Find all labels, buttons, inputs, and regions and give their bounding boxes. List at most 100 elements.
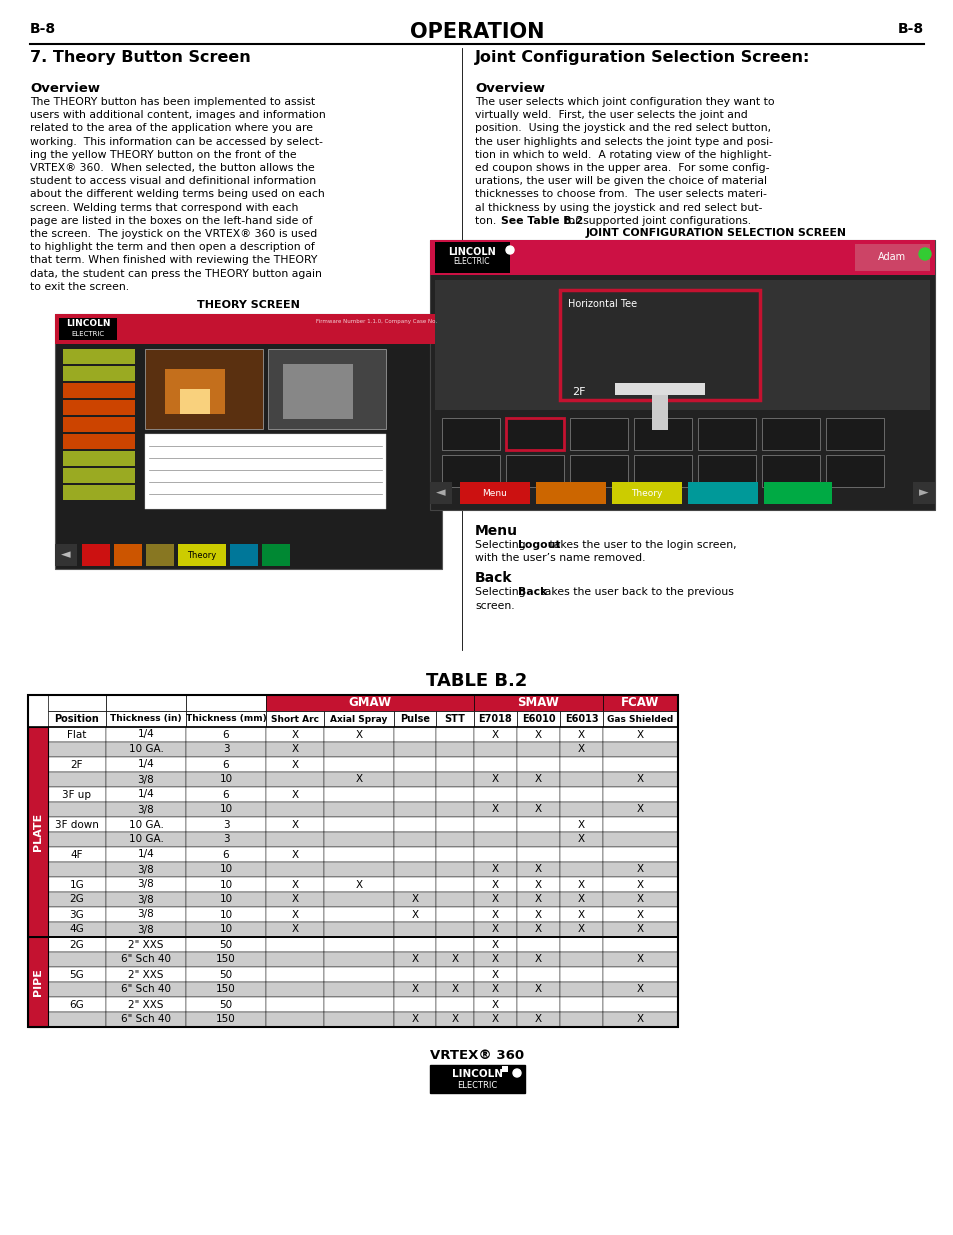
Bar [165, 369, 225, 414]
Bar [517, 923, 559, 937]
Text: 6G: 6G [70, 999, 84, 1009]
Bar [517, 832, 559, 847]
Text: 10: 10 [219, 864, 233, 874]
Bar [394, 1011, 436, 1028]
Bar [517, 952, 559, 967]
Text: screen.: screen. [475, 600, 514, 610]
Bar [48, 742, 106, 757]
Bar [436, 892, 474, 906]
Bar [230, 543, 257, 566]
Text: 2F: 2F [572, 387, 585, 396]
Text: Theory: Theory [187, 551, 216, 559]
Text: ELECTRIC: ELECTRIC [71, 331, 105, 337]
Text: 150: 150 [216, 984, 235, 994]
Bar [48, 892, 106, 906]
Text: to highlight the term and then open a description of: to highlight the term and then open a de… [30, 242, 314, 252]
Text: The THEORY button has been implemented to assist: The THEORY button has been implemented t… [30, 98, 314, 107]
Text: 3/8: 3/8 [137, 774, 154, 784]
Text: X: X [492, 774, 498, 784]
Bar [602, 818, 678, 832]
Bar [602, 967, 678, 982]
Bar [186, 787, 266, 802]
Bar [394, 967, 436, 982]
Bar [186, 862, 266, 877]
Bar [394, 877, 436, 892]
Text: X: X [411, 955, 418, 965]
Text: 4G: 4G [70, 925, 84, 935]
Text: X: X [578, 894, 584, 904]
Bar [106, 923, 186, 937]
Bar [106, 892, 186, 906]
Bar [394, 997, 436, 1011]
Bar [394, 862, 436, 877]
Text: 2" XXS: 2" XXS [128, 940, 164, 950]
Text: X: X [291, 745, 298, 755]
Bar [436, 997, 474, 1011]
Text: 10: 10 [219, 774, 233, 784]
Text: Joint Configuration Selection Screen:: Joint Configuration Selection Screen: [475, 49, 809, 65]
Bar [266, 906, 324, 923]
Text: 3F down: 3F down [55, 820, 99, 830]
Text: 3/8: 3/8 [137, 804, 154, 815]
Bar [106, 877, 186, 892]
Text: X: X [492, 730, 498, 740]
Bar [505, 417, 563, 450]
Bar [559, 711, 602, 727]
Bar [602, 772, 678, 787]
Bar [106, 906, 186, 923]
Bar [48, 997, 106, 1011]
Circle shape [918, 248, 930, 261]
Text: Short Arc: Short Arc [271, 715, 318, 724]
Bar [106, 937, 186, 952]
Bar [698, 454, 755, 487]
Bar [651, 395, 667, 430]
Bar [48, 982, 106, 997]
Bar [569, 417, 627, 450]
Bar [178, 543, 226, 566]
Text: Logout: Logout [518, 540, 560, 550]
Text: 1/4: 1/4 [137, 760, 154, 769]
Bar [55, 314, 441, 569]
Bar [602, 892, 678, 906]
Bar [186, 952, 266, 967]
Bar [106, 967, 186, 982]
Text: E6010: E6010 [521, 714, 555, 724]
Bar [559, 997, 602, 1011]
Bar [394, 847, 436, 862]
Bar [266, 711, 324, 727]
Text: X: X [492, 804, 498, 815]
Text: X: X [411, 909, 418, 920]
Bar [186, 711, 266, 727]
Bar [106, 802, 186, 818]
Bar [435, 242, 510, 273]
Bar [474, 967, 517, 982]
Bar [559, 937, 602, 952]
Text: 10: 10 [219, 804, 233, 815]
Bar [186, 742, 266, 757]
Bar [559, 727, 602, 742]
Bar [324, 832, 394, 847]
Bar [266, 892, 324, 906]
Text: Axial Spray: Axial Spray [330, 715, 387, 724]
Bar [536, 482, 605, 504]
Text: tion in which to weld.  A rotating view of the highlight-: tion in which to weld. A rotating view o… [475, 149, 771, 159]
Bar [436, 877, 474, 892]
Bar [48, 727, 106, 742]
Bar [186, 772, 266, 787]
Bar [63, 400, 135, 415]
Bar [602, 727, 678, 742]
Bar [48, 967, 106, 982]
Bar [459, 482, 530, 504]
Bar [106, 862, 186, 877]
Text: X: X [291, 925, 298, 935]
Bar [474, 695, 602, 711]
Text: X: X [492, 879, 498, 889]
Text: the user highlights and selects the joint type and posi-: the user highlights and selects the join… [475, 137, 772, 147]
Bar [602, 787, 678, 802]
Bar [113, 543, 142, 566]
Text: STT: STT [444, 714, 465, 724]
Bar [559, 1011, 602, 1028]
Bar [436, 982, 474, 997]
Bar [436, 818, 474, 832]
Bar [602, 906, 678, 923]
